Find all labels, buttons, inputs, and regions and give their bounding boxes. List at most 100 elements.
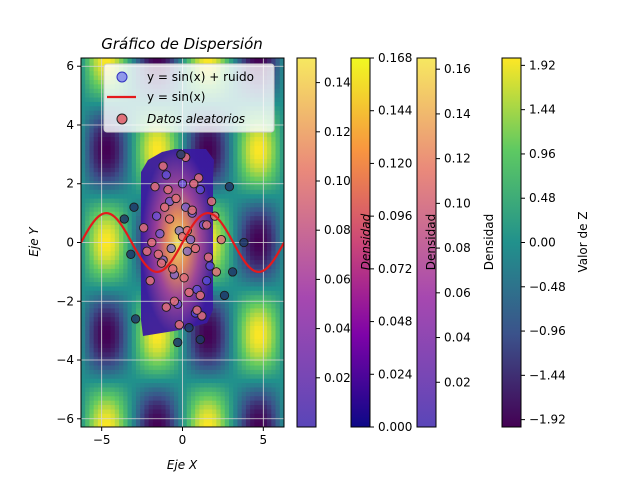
heatmap-cell	[237, 242, 243, 248]
heatmap-cell	[262, 176, 268, 182]
heatmap-cell	[233, 378, 239, 384]
heatmap-cell	[190, 409, 196, 415]
heatmap-cell	[127, 387, 133, 393]
heatmap-cell	[262, 400, 268, 406]
heatmap-cell	[165, 374, 171, 380]
heatmap-cell	[237, 405, 243, 411]
heatmap-cell	[195, 369, 201, 375]
heatmap-cell	[279, 356, 284, 362]
heatmap-cell	[81, 299, 86, 305]
heatmap-cell	[106, 361, 112, 367]
heatmap-cell	[262, 207, 268, 213]
heatmap-cell	[224, 325, 230, 331]
heatmap-cell	[144, 150, 150, 156]
heatmap-cell	[140, 422, 146, 427]
heatmap-cell	[216, 374, 222, 380]
heatmap-cell	[135, 409, 141, 415]
heatmap-cell	[85, 110, 91, 116]
heatmap-cell	[93, 141, 99, 147]
heatmap-cell	[212, 391, 217, 397]
heatmap-cell	[169, 396, 175, 402]
heatmap-cell	[85, 58, 91, 63]
heatmap-cell	[119, 330, 124, 336]
heatmap-cell	[114, 334, 120, 340]
heatmap-cell	[123, 251, 129, 257]
heatmap-cell	[258, 356, 264, 362]
heatmap-cell	[89, 176, 95, 182]
heatmap-cell	[233, 352, 239, 358]
heatmap-cell	[220, 299, 226, 305]
heatmap-cell	[119, 405, 124, 411]
heatmap-cell	[93, 378, 99, 384]
heatmap-cell	[216, 172, 222, 178]
heatmap-cell	[110, 347, 116, 353]
heatmap-cell	[195, 325, 201, 331]
heatmap-cell	[250, 365, 255, 371]
heatmap-cell	[279, 378, 284, 384]
heatmap-cell	[250, 347, 255, 353]
heatmap-cell	[135, 374, 141, 380]
heatmap-cell	[81, 422, 86, 427]
heatmap-cell	[127, 260, 133, 266]
heatmap-cell	[262, 405, 268, 411]
heatmap-cell	[262, 216, 268, 222]
heatmap-cell	[123, 365, 129, 371]
heatmap-cell	[144, 387, 150, 393]
heatmap-cell	[207, 396, 213, 402]
heatmap-cell	[229, 233, 234, 239]
heatmap-cell	[102, 264, 107, 270]
heatmap-cell	[275, 343, 281, 349]
heatmap-cell	[102, 299, 107, 305]
scatter-point	[173, 337, 183, 348]
heatmap-cell	[182, 422, 188, 427]
heatmap-cell	[93, 317, 99, 323]
heatmap-cell	[182, 387, 188, 393]
heatmap-cell	[131, 396, 137, 402]
heatmap-cell	[207, 58, 213, 63]
heatmap-cell	[85, 75, 91, 81]
heatmap-cell	[190, 383, 196, 389]
heatmap-cell	[127, 352, 133, 358]
heatmap-cell	[267, 154, 272, 160]
heatmap-cell	[114, 163, 120, 169]
heatmap-cell	[114, 378, 120, 384]
heatmap-cell	[275, 185, 281, 191]
heatmap-cell	[220, 137, 226, 143]
heatmap-cell	[102, 356, 107, 362]
heatmap-cell	[254, 409, 260, 415]
heatmap-cell	[199, 361, 205, 367]
heatmap-cell	[110, 400, 116, 406]
heatmap-cell	[174, 413, 179, 419]
heatmap-cell	[229, 405, 234, 411]
heatmap-cell	[106, 343, 112, 349]
heatmap-cell	[85, 304, 91, 309]
scatter-point	[151, 211, 162, 221]
heatmap-cell	[275, 418, 281, 424]
heatmap-cell	[229, 317, 234, 323]
heatmap-cell	[241, 268, 247, 274]
heatmap-cell	[81, 79, 86, 85]
heatmap-cell	[254, 216, 260, 222]
heatmap-cell	[258, 369, 264, 375]
heatmap-cell	[123, 154, 129, 160]
heatmap-cell	[237, 312, 243, 318]
heatmap-cell	[224, 400, 230, 406]
heatmap-cell	[182, 58, 188, 63]
heatmap-cell	[93, 286, 99, 292]
scatter-point	[147, 237, 157, 248]
heatmap-cell	[241, 422, 247, 427]
heatmap-cell	[85, 361, 91, 367]
heatmap-cell	[131, 299, 137, 305]
heatmap-cell	[258, 325, 264, 331]
heatmap-cell	[97, 260, 103, 266]
heatmap-cell	[89, 405, 95, 411]
colorbar-tick-label: 0.048	[378, 315, 412, 329]
heatmap-cell	[229, 202, 234, 208]
heatmap-cell	[85, 198, 91, 204]
heatmap-cell	[216, 176, 222, 182]
heatmap-cell	[131, 198, 137, 204]
heatmap-cell	[119, 145, 124, 151]
heatmap-cell	[131, 246, 137, 252]
heatmap-cell	[224, 369, 230, 375]
heatmap-cell	[216, 413, 222, 419]
